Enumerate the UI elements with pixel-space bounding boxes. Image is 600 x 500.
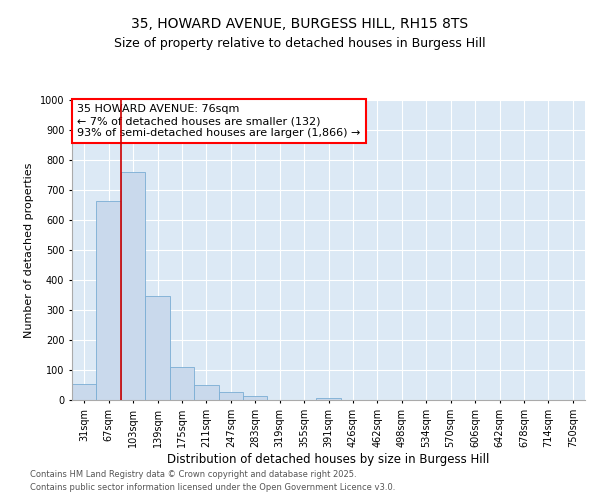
Text: 35 HOWARD AVENUE: 76sqm
← 7% of detached houses are smaller (132)
93% of semi-de: 35 HOWARD AVENUE: 76sqm ← 7% of detached… (77, 104, 361, 138)
Text: Contains HM Land Registry data © Crown copyright and database right 2025.: Contains HM Land Registry data © Crown c… (30, 470, 356, 479)
Text: 35, HOWARD AVENUE, BURGESS HILL, RH15 8TS: 35, HOWARD AVENUE, BURGESS HILL, RH15 8T… (131, 18, 469, 32)
Bar (97, 200, 121, 400)
Text: Size of property relative to detached houses in Burgess Hill: Size of property relative to detached ho… (114, 38, 486, 51)
Bar (316, 398, 341, 400)
X-axis label: Distribution of detached houses by size in Burgess Hill: Distribution of detached houses by size … (167, 452, 490, 466)
Y-axis label: Number of detached properties: Number of detached properties (25, 162, 34, 338)
Bar (218, 392, 243, 400)
Bar (243, 396, 268, 400)
Bar (170, 367, 194, 400)
Bar (72, 384, 97, 400)
Bar (194, 385, 218, 400)
Bar (145, 296, 170, 400)
Bar (121, 172, 145, 400)
Text: Contains public sector information licensed under the Open Government Licence v3: Contains public sector information licen… (30, 482, 395, 492)
